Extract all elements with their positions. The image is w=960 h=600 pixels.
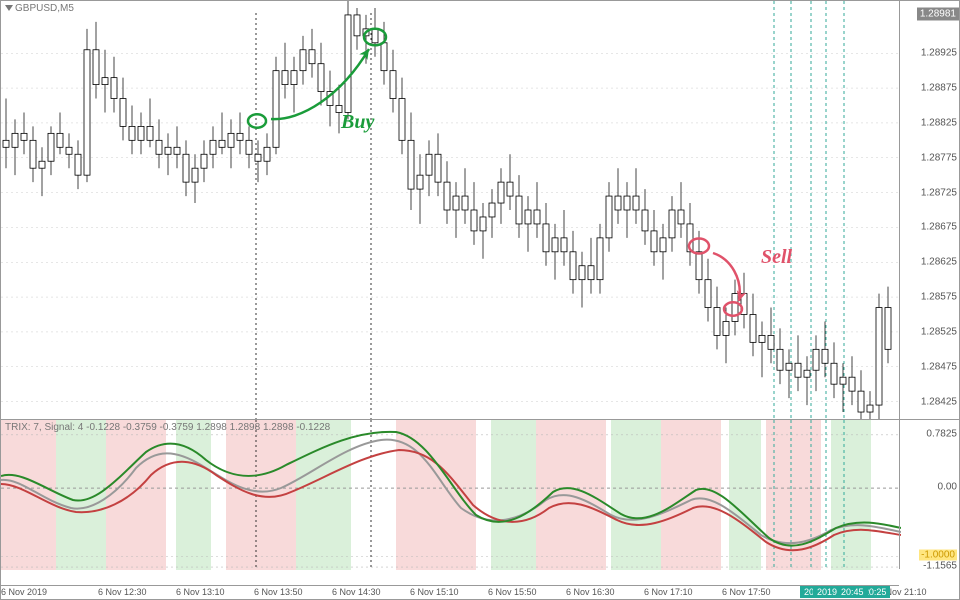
time-tick: 6 Nov 14:30 [332, 587, 381, 597]
buy-annotation: Buy [341, 111, 374, 134]
price-tick: 1.28475 [921, 361, 957, 372]
price-tick: 1.28775 [921, 152, 957, 163]
price-tick: 1.28675 [921, 222, 957, 233]
time-tick: 6 Nov 13:50 [254, 587, 303, 597]
price-tick: 1.28725 [921, 187, 957, 198]
price-tick: 1.28875 [921, 83, 957, 94]
price-tick: 1.28525 [921, 326, 957, 337]
time-tick: 6 Nov 15:50 [488, 587, 537, 597]
indicator-header: TRIX: 7, Signal: 4 -0.1228 -0.3759 -0.37… [5, 422, 330, 433]
time-tick: 6 Nov 12:30 [98, 587, 147, 597]
sell-annotation: Sell [761, 246, 792, 269]
time-tick: 6 Nov 2019 [1, 587, 47, 597]
current-price-badge: 1.28981 [917, 8, 959, 21]
price-axis: 1.28425 1.28475 1.28525 1.28575 1.28625 1.286… [899, 1, 959, 419]
indicator-tick: -1.1565 [923, 561, 957, 572]
indicator-panel[interactable]: TRIX: 7, Signal: 4 -0.1228 -0.3759 -0.37… [1, 419, 959, 569]
indicator-axis: 0.7825 0.00 -1.0000-1.1565 [899, 419, 959, 569]
indicator-chart-svg [1, 420, 901, 570]
time-axis: 6 Nov 2019 6 Nov 12:30 6 Nov 13:10 6 Nov 13… [1, 585, 899, 599]
time-tick: 6 Nov 16:30 [566, 587, 615, 597]
indicator-tick: 0.7825 [926, 428, 957, 439]
indicator-tick: -1.0000 [919, 550, 957, 561]
price-tick: 1.28575 [921, 292, 957, 303]
price-chart-svg [1, 1, 901, 419]
price-tick: 1.28925 [921, 48, 957, 59]
time-badge: 20:45 [837, 586, 868, 598]
main-price-panel[interactable]: GBPUSD,M5 Buy Sell [1, 1, 959, 419]
time-tick: 6 Nov 17:10 [644, 587, 693, 597]
price-tick: 1.28825 [921, 117, 957, 128]
time-tick: 6 Nov 15:10 [410, 587, 459, 597]
price-tick: 1.28625 [921, 257, 957, 268]
indicator-tick: 0.00 [938, 482, 957, 493]
chart-container: GBPUSD,M5 Buy Sell 1.28425 1.28475 1.28525… [0, 0, 960, 600]
time-tick: 6 Nov 17:50 [722, 587, 771, 597]
price-tick: 1.28425 [921, 396, 957, 407]
time-tick: 6 Nov 13:10 [176, 587, 225, 597]
